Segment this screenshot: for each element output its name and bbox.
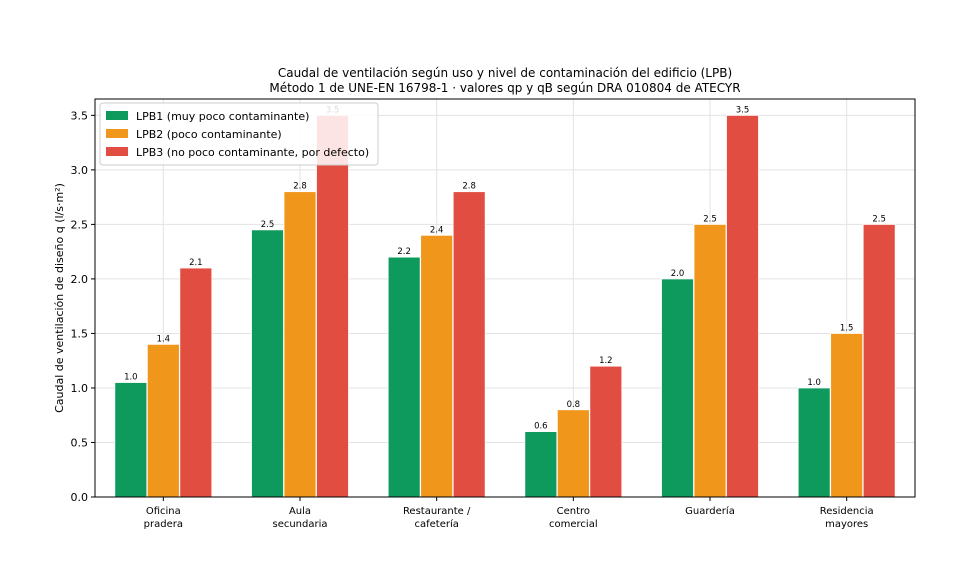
bar-value-label: 2.8 — [293, 182, 307, 192]
bar-value-label: 3.5 — [736, 105, 750, 115]
legend: LPB1 (muy poco contaminante) LPB2 (poco c… — [99, 102, 379, 166]
y-axis-label: Caudal de ventilación de diseño q (l/s·m… — [53, 183, 66, 413]
bar-value-label: 0.6 — [534, 422, 548, 432]
x-tick-label-line: secundaria — [272, 519, 327, 530]
chart-subtitle: Método 1 de UNE-EN 16798-1 · valores qp … — [269, 81, 740, 95]
bar — [452, 191, 486, 498]
bar — [797, 387, 831, 498]
bar — [524, 431, 558, 498]
x-tick-label-line: Oficina — [146, 506, 181, 517]
bar-value-label: 2.4 — [430, 225, 444, 235]
bar — [556, 409, 590, 498]
data-labels: 1.0 2.5 2.2 0.6 2.0 1.0 1.4 2.8 2.4 0.8 2.5 1.5 2.1 3… — [124, 105, 886, 431]
bar-value-label: 1.2 — [599, 356, 613, 366]
x-tick-label: Residencia mayores — [820, 506, 874, 530]
bar — [316, 114, 349, 498]
bar — [283, 191, 317, 498]
x-tick-label-line: pradera — [144, 519, 183, 530]
x-tick-label: Centro comercial — [549, 506, 598, 530]
x-tick-label: Aula secundaria — [272, 506, 327, 530]
legend-swatch — [106, 129, 128, 138]
bar — [114, 382, 148, 498]
y-tick-label: 3.5 — [71, 109, 89, 122]
x-tick-label-line: cafetería — [414, 518, 458, 530]
x-tick-label-line: Centro — [557, 506, 590, 517]
bar — [146, 343, 180, 498]
legend-box — [99, 102, 379, 166]
x-tick-label-line: mayores — [825, 519, 868, 530]
y-tick-label: 2.0 — [71, 273, 89, 286]
bar-value-label: 0.8 — [567, 400, 581, 410]
y-axis-ticks: 0.0 0.5 1.0 1.5 2.0 2.5 3.0 3.5 — [71, 109, 95, 504]
bar-value-label: 2.2 — [397, 247, 411, 257]
x-tick-label-line: comercial — [549, 519, 598, 530]
y-tick-label: 0.5 — [71, 436, 89, 449]
x-tick-label: Oficina pradera — [144, 506, 183, 530]
bar-value-label: 1.5 — [840, 323, 854, 333]
bar-value-label: 1.0 — [124, 373, 138, 383]
bar-value-label: 2.8 — [462, 182, 476, 192]
x-tick-label-line: Restaurante / — [403, 506, 471, 517]
bar — [661, 278, 694, 498]
chart-title: Caudal de ventilación según uso y nivel … — [278, 66, 732, 80]
bar — [693, 223, 727, 498]
y-tick-label: 0.0 — [71, 491, 89, 504]
bar — [862, 223, 896, 498]
bars — [114, 114, 896, 498]
legend-label: LPB2 (poco contaminante) — [136, 128, 282, 141]
bar — [251, 229, 284, 498]
x-tick-label: Guardería — [685, 505, 735, 517]
y-tick-label: 3.0 — [71, 164, 89, 177]
bar — [420, 234, 454, 498]
bar-value-label: 2.5 — [261, 220, 275, 230]
plot-frame — [94, 98, 916, 498]
bar-value-label: 1.0 — [807, 378, 821, 388]
y-tick-label: 1.5 — [71, 327, 89, 340]
bar-value-label: 2.0 — [671, 269, 685, 279]
bar-value-label: 1.4 — [157, 334, 171, 344]
bar — [179, 267, 213, 498]
bar-value-label: 2.1 — [189, 258, 203, 268]
x-tick-label-line: Guardería — [685, 505, 735, 517]
bar — [830, 333, 864, 498]
bar — [726, 114, 759, 498]
legend-label: LPB1 (muy poco contaminante) — [136, 110, 309, 123]
x-tick-label-line: Residencia — [820, 506, 874, 517]
bar — [589, 365, 623, 498]
legend-swatch — [106, 111, 128, 120]
bar-value-label: 2.5 — [872, 214, 886, 224]
legend-label: LPB3 (no poco contaminante, por defecto) — [136, 146, 369, 159]
y-tick-label: 2.5 — [71, 218, 89, 231]
x-tick-label-line: Aula — [289, 506, 311, 517]
x-axis-ticks: Oficina pradera Aula secundaria Restaurante … — [144, 497, 874, 530]
legend-swatch — [106, 147, 128, 156]
bar-value-label: 2.5 — [703, 214, 717, 224]
x-tick-label: Restaurante / cafetería — [403, 506, 471, 530]
y-tick-label: 1.0 — [71, 382, 89, 395]
bar — [387, 256, 421, 498]
